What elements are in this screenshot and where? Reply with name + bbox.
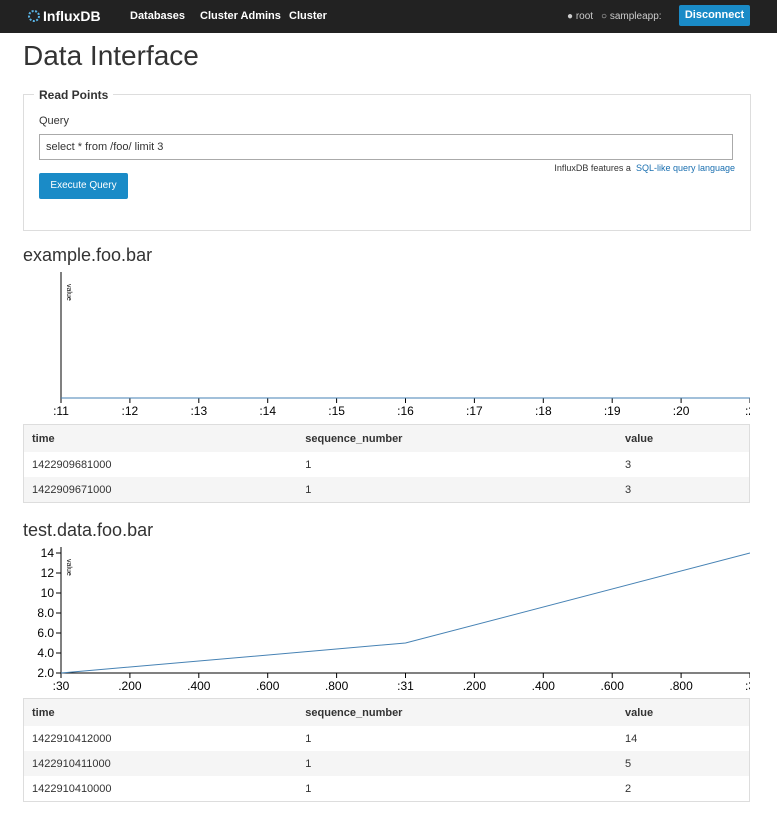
database: ○ sampleapp: [601,11,662,22]
user: ● root [567,11,594,22]
table-cell: 1422910410000 [32,782,112,795]
table-cell: 1 [305,732,312,745]
x-tick-label: :12 [122,404,139,418]
help-text: InfluxDB features a SQL-like query langu… [554,163,735,173]
x-tick-label: :30 [53,679,70,693]
table-cell: 5 [625,757,632,770]
user-name: root [575,11,594,22]
y-tick-label: 4.0 [37,646,54,660]
data-line [60,552,750,674]
read-points-box [23,94,751,231]
y-tick-label: 14 [41,546,55,560]
nav-link[interactable]: Databases [130,10,186,22]
database-name: sampleapp: [609,11,662,22]
table-cell: 2 [625,782,632,795]
x-tick-label: .400 [532,679,556,693]
column-header: time [23,698,298,726]
nav-link[interactable]: Cluster [289,10,327,22]
x-tick-label: :2 [745,404,750,418]
header-row: time sequence_number value [23,698,750,726]
x-tick-label: :3 [745,679,750,693]
x-tick-label: .400 [187,679,211,693]
table-cell: 1 [305,483,312,496]
table-row: 1422909671000 1 3 [23,477,750,503]
table-row: 1422910412000 1 14 [24,726,750,751]
table-row: 1422909681000 1 3 [24,452,750,477]
execute-button[interactable]: Execute Query [39,173,128,199]
x-tick-label: .200 [463,679,487,693]
table-cell: 1 [305,782,312,795]
x-tick-label: :17 [466,404,483,418]
x-tick-label: .600 [601,679,625,693]
table-cell: 3 [625,458,632,471]
table-cell: 14 [625,732,638,745]
table-row: 1422910411000 1 5 [23,751,750,776]
column-header: value [617,698,750,726]
result-name: example.foo.bar [23,245,153,265]
x-tick-label: :31 [397,679,414,693]
x-tick-label: :19 [604,404,621,418]
table-cell: 1 [305,458,312,471]
y-tick-label: 8.0 [37,606,54,620]
y-tick-label: 6.0 [37,626,54,640]
brand[interactable]: InfluxDB [43,8,101,24]
query-input[interactable]: select * from /foo/ limit 3 [39,134,733,160]
x-tick-label: .800 [669,679,693,693]
y-axis-label: value [65,284,72,301]
results-table: time sequence_number value 1422909681000 1 3 1… [23,424,750,503]
x-tick-label: :13 [190,404,207,418]
table-cell: 1 [305,757,312,770]
logo [28,10,40,22]
legend: Read Points [34,88,114,102]
help-link[interactable]: SQL-like query language [635,163,735,173]
x-tick-label: :15 [328,404,345,418]
table-cell: 1422909671000 [32,483,112,496]
chart: value :11 :12 :13 :14 :15 :16 :17 :18 :19 :20 :2 [53,272,750,418]
y-axis-label: value [65,559,72,576]
x-tick-label: :20 [673,404,690,418]
result-name: test.data.foo.bar [23,520,154,540]
y-tick-label: 2.0 [37,666,54,680]
x-tick-label: .200 [118,679,142,693]
x-tick-label: :16 [397,404,414,418]
table-cell: 1422910412000 [32,732,112,745]
chart: value :30 .200 .400 .600 .800 :31 .200 .400 .600.… [37,546,750,693]
x-tick-label: .800 [325,679,349,693]
disconnect-button[interactable]: Disconnect [679,5,750,26]
table-cell: 1422909681000 [32,458,112,471]
x-tick-label: :18 [535,404,552,418]
y-tick-label: 10 [41,586,55,600]
column-header: sequence_number [297,698,618,726]
results-table: time sequence_number value 1422910412000 1 14… [23,698,750,802]
column-header: value [617,424,750,452]
help-prefix: InfluxDB features a [554,163,631,173]
nav-link[interactable]: Cluster Admins [200,10,281,22]
navbar: InfluxDB Databases Cluster Admins Cluste… [0,0,777,33]
y-tick-label: 12 [41,566,55,580]
table-cell: 3 [625,483,632,496]
column-header: time [23,424,298,452]
column-header: sequence_number [297,424,618,452]
table-cell: 1422910411000 [32,757,111,770]
page-title: Data Interface [23,40,199,71]
x-tick-label: :14 [259,404,276,418]
x-tick-label: :11 [53,404,69,418]
query-label: Query [39,115,69,127]
table-row: 1422910410000 1 2 [24,776,750,802]
x-tick-label: .600 [256,679,280,693]
header-row: time sequence_number value [23,424,750,452]
